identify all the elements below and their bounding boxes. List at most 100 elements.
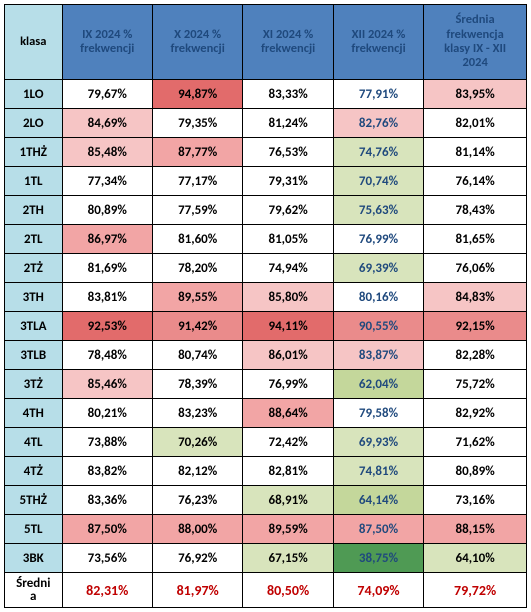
cell: 77,91% [333,80,423,109]
cell: 68,91% [243,486,333,515]
table-row: 2TH80,89%77,59%79,62%75,63%78,43% [5,196,527,225]
cell: 87,50% [62,515,152,544]
cell: 80,21% [62,399,152,428]
table-row: 5TL87,50%88,00%89,59%87,50%88,15% [5,515,527,544]
cell: 77,34% [62,167,152,196]
cell: 81,05% [243,225,333,254]
cell: 79,31% [243,167,333,196]
cell: 88,00% [152,515,242,544]
cell: 94,11% [243,312,333,341]
cell: 38,75% [333,544,423,573]
attendance-table: klasaIX 2024 %frekwencjiX 2024 %frekwenc… [4,4,527,608]
header-col-4: XII 2024 %frekwencji [333,5,423,80]
table-row: 4TŻ83,82%82,12%82,81%74,81%80,89% [5,457,527,486]
row-klasa: 4TH [5,399,63,428]
cell: 92,15% [424,312,527,341]
cell: 83,95% [424,80,527,109]
cell: 76,92% [152,544,242,573]
cell: 84,69% [62,109,152,138]
cell: 73,56% [62,544,152,573]
cell: 78,39% [152,370,242,399]
header-col-2: X 2024 %frekwencji [152,5,242,80]
cell: 69,39% [333,254,423,283]
footer-cell: 74,09% [333,573,423,608]
cell: 70,74% [333,167,423,196]
cell: 79,58% [333,399,423,428]
row-klasa: 2TŻ [5,254,63,283]
table-row: 3TŻ85,46%78,39%76,99%62,04%75,72% [5,370,527,399]
cell: 79,67% [62,80,152,109]
cell: 85,48% [62,138,152,167]
row-klasa: 2TH [5,196,63,225]
cell: 81,24% [243,109,333,138]
cell: 80,89% [424,457,527,486]
table-row: 3TLB78,48%80,74%86,01%83,87%82,28% [5,341,527,370]
cell: 69,93% [333,428,423,457]
row-klasa: 2LO [5,109,63,138]
cell: 67,15% [243,544,333,573]
cell: 81,14% [424,138,527,167]
table-body: 1LO79,67%94,87%83,33%77,91%83,95%2LO84,6… [5,80,527,573]
cell: 92,53% [62,312,152,341]
cell: 78,43% [424,196,527,225]
table-row: 2TL86,97%81,60%81,05%76,99%81,65% [5,225,527,254]
row-klasa: 2TL [5,225,63,254]
row-klasa: 1LO [5,80,63,109]
footer-cell: 82,31% [62,573,152,608]
row-klasa: 3TLB [5,341,63,370]
row-klasa: 3TŻ [5,370,63,399]
cell: 91,42% [152,312,242,341]
cell: 83,36% [62,486,152,515]
table-row: 4TH80,21%83,23%88,64%79,58%82,92% [5,399,527,428]
cell: 89,55% [152,283,242,312]
cell: 87,77% [152,138,242,167]
cell: 88,15% [424,515,527,544]
cell: 78,20% [152,254,242,283]
cell: 73,88% [62,428,152,457]
cell: 76,06% [424,254,527,283]
header-klasa: klasa [5,5,63,80]
cell: 74,94% [243,254,333,283]
table-row: 4TL73,88%70,26%72,42%69,93%71,62% [5,428,527,457]
cell: 74,81% [333,457,423,486]
footer-klasa: Średnia [5,573,63,608]
cell: 83,81% [62,283,152,312]
cell: 74,76% [333,138,423,167]
cell: 82,12% [152,457,242,486]
cell: 81,60% [152,225,242,254]
cell: 83,87% [333,341,423,370]
row-klasa: 3BK [5,544,63,573]
cell: 82,92% [424,399,527,428]
row-klasa: 3TLA [5,312,63,341]
cell: 86,01% [243,341,333,370]
cell: 82,76% [333,109,423,138]
table-row: 2LO84,69%79,35%81,24%82,76%82,01% [5,109,527,138]
cell: 90,55% [333,312,423,341]
cell: 80,74% [152,341,242,370]
cell: 82,28% [424,341,527,370]
table-row: 1LO79,67%94,87%83,33%77,91%83,95% [5,80,527,109]
cell: 75,72% [424,370,527,399]
cell: 84,83% [424,283,527,312]
table-row: 3BK73,56%76,92%67,15%38,75%64,10% [5,544,527,573]
cell: 76,99% [243,370,333,399]
cell: 79,62% [243,196,333,225]
cell: 89,59% [243,515,333,544]
cell: 62,04% [333,370,423,399]
cell: 70,26% [152,428,242,457]
cell: 64,10% [424,544,527,573]
row-klasa: 5TL [5,515,63,544]
header-col-5: Średniafrekwencjaklasy IX - XII2024 [424,5,527,80]
cell: 83,33% [243,80,333,109]
cell: 85,80% [243,283,333,312]
cell: 76,99% [333,225,423,254]
cell: 76,23% [152,486,242,515]
cell: 64,14% [333,486,423,515]
cell: 87,50% [333,515,423,544]
cell: 76,14% [424,167,527,196]
cell: 82,81% [243,457,333,486]
header-col-3: XI 2024 %frekwencji [243,5,333,80]
cell: 72,42% [243,428,333,457]
table-row: 3TLA92,53%91,42%94,11%90,55%92,15% [5,312,527,341]
footer-cell: 81,97% [152,573,242,608]
